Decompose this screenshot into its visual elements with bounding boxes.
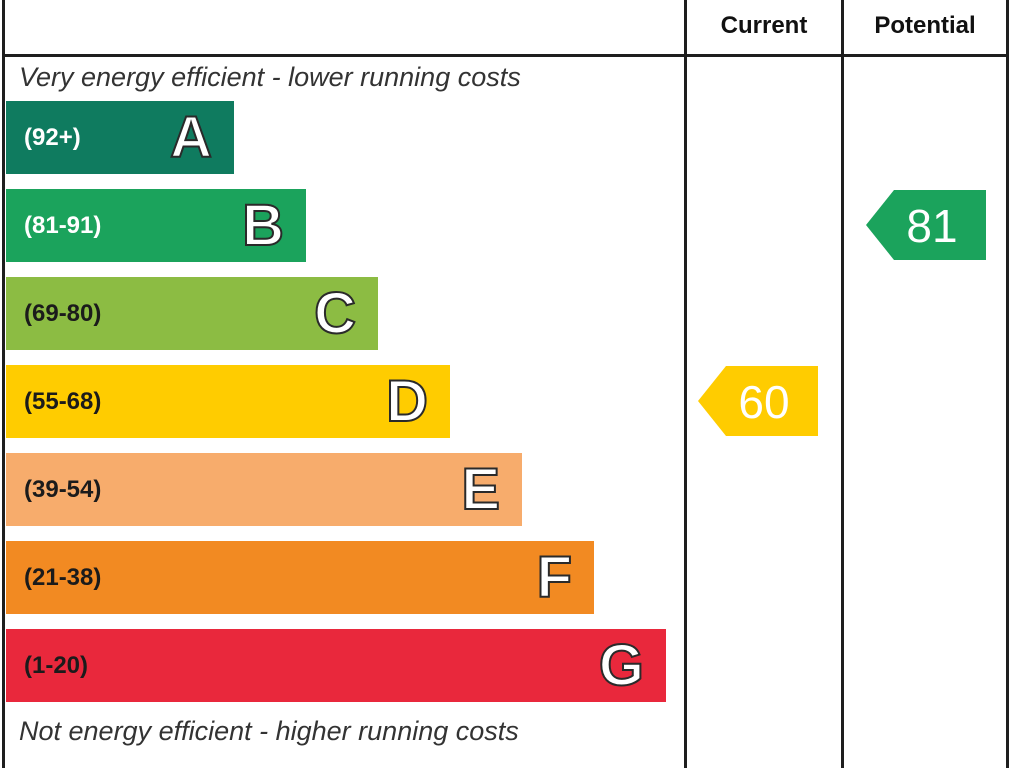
band-range-label: (69-80) — [24, 300, 102, 327]
divider-current — [684, 0, 687, 768]
band-range-label: (81-91) — [24, 212, 102, 239]
caption-top: Very energy efficient - lower running co… — [19, 62, 521, 92]
current-rating-arrow: 60 — [698, 366, 818, 436]
divider-potential — [841, 0, 844, 768]
current-arrow-shape — [698, 366, 818, 436]
rating-band-f: (21-38) F — [6, 541, 594, 614]
current-rating-value: 60 — [738, 376, 789, 428]
band-range-label: (92+) — [24, 124, 81, 151]
band-letter: E — [460, 456, 501, 523]
potential-column-header: Potential — [874, 12, 976, 39]
rating-band-g: (1-20) G — [6, 629, 666, 702]
band-letter: D — [385, 368, 429, 435]
band-range-label: (39-54) — [24, 476, 102, 503]
band-letter: F — [536, 544, 573, 611]
rating-band-b: (81-91) B — [6, 189, 306, 262]
rating-band-c: (69-80) C — [6, 277, 378, 350]
band-range-label: (1-20) — [24, 652, 89, 679]
rating-band-a: (92+) A — [6, 101, 234, 174]
divider-right — [1006, 0, 1009, 768]
potential-rating-value: 81 — [906, 200, 957, 252]
rating-band-e: (39-54) E — [6, 453, 522, 526]
rating-band-d: (55-68) D — [6, 365, 450, 438]
potential-arrow-shape — [866, 190, 986, 260]
divider-left — [2, 0, 5, 768]
band-letter: C — [313, 280, 357, 347]
header-rule — [2, 54, 1009, 57]
current-column-header: Current — [720, 12, 808, 39]
caption-bottom: Not energy efficient - higher running co… — [19, 716, 519, 746]
band-letter: B — [241, 192, 285, 259]
potential-rating-arrow: 81 — [866, 190, 986, 260]
band-letter: A — [169, 104, 213, 171]
band-range-label: (21-38) — [24, 564, 102, 591]
band-letter: G — [598, 632, 645, 699]
band-range-label: (55-68) — [24, 388, 102, 415]
